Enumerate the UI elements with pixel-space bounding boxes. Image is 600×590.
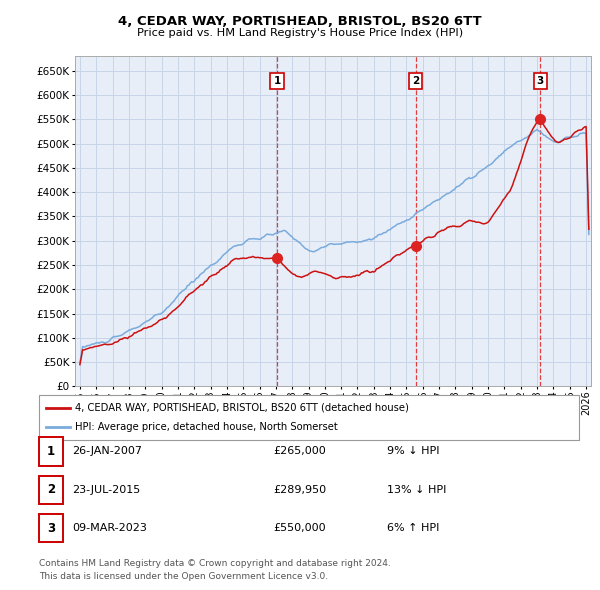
Text: £289,950: £289,950 <box>273 485 326 494</box>
Text: £265,000: £265,000 <box>273 447 326 456</box>
Text: Price paid vs. HM Land Registry's House Price Index (HPI): Price paid vs. HM Land Registry's House … <box>137 28 463 38</box>
Text: 2: 2 <box>47 483 55 496</box>
Text: 1: 1 <box>47 445 55 458</box>
Text: 23-JUL-2015: 23-JUL-2015 <box>72 485 140 494</box>
Text: 3: 3 <box>47 522 55 535</box>
Text: 4, CEDAR WAY, PORTISHEAD, BRISTOL, BS20 6TT (detached house): 4, CEDAR WAY, PORTISHEAD, BRISTOL, BS20 … <box>75 403 409 412</box>
Text: This data is licensed under the Open Government Licence v3.0.: This data is licensed under the Open Gov… <box>39 572 328 581</box>
Text: 13% ↓ HPI: 13% ↓ HPI <box>387 485 446 494</box>
Text: 1: 1 <box>274 76 281 86</box>
Text: 09-MAR-2023: 09-MAR-2023 <box>72 523 147 533</box>
Text: Contains HM Land Registry data © Crown copyright and database right 2024.: Contains HM Land Registry data © Crown c… <box>39 559 391 568</box>
Text: 26-JAN-2007: 26-JAN-2007 <box>72 447 142 456</box>
Text: 2: 2 <box>412 76 419 86</box>
Text: £550,000: £550,000 <box>273 523 326 533</box>
Text: HPI: Average price, detached house, North Somerset: HPI: Average price, detached house, Nort… <box>75 422 338 432</box>
Text: 4, CEDAR WAY, PORTISHEAD, BRISTOL, BS20 6TT: 4, CEDAR WAY, PORTISHEAD, BRISTOL, BS20 … <box>118 15 482 28</box>
Text: 6% ↑ HPI: 6% ↑ HPI <box>387 523 439 533</box>
Text: 9% ↓ HPI: 9% ↓ HPI <box>387 447 439 456</box>
Text: 3: 3 <box>536 76 544 86</box>
